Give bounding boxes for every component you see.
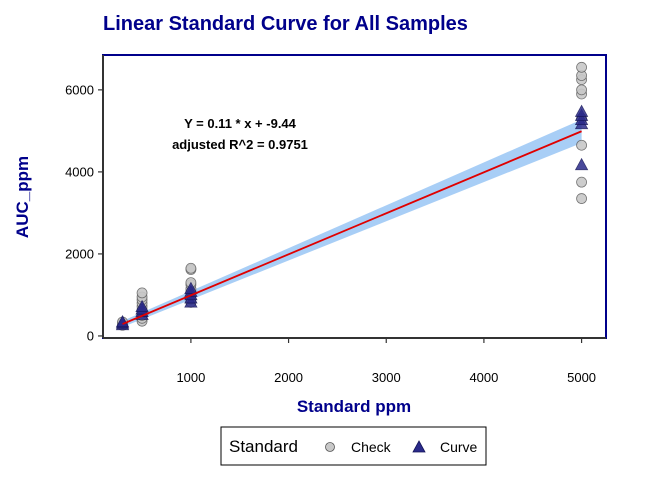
- check-point: [576, 176, 587, 188]
- y-tick-label: 2000: [65, 246, 94, 261]
- data-points: [115, 61, 589, 331]
- legend: Standard Check Curve: [220, 426, 487, 466]
- plot-panel: [102, 54, 607, 339]
- curve-point: [574, 104, 589, 117]
- check-point: [576, 84, 587, 96]
- curve-point: [184, 281, 198, 295]
- r2-annotation: adjusted R^2 = 0.9751: [172, 137, 308, 152]
- x-tick-label: 4000: [469, 370, 498, 385]
- legend-check-marker: [325, 442, 335, 452]
- x-tick-label: 3000: [372, 370, 401, 385]
- x-tick-label: 2000: [274, 370, 303, 385]
- legend-curve-label: Curve: [440, 439, 478, 455]
- curve-point: [135, 299, 149, 313]
- legend-curve-marker: [412, 440, 426, 453]
- fit-line-path: [122, 130, 582, 325]
- legend-box: [220, 426, 487, 466]
- chart-title: Linear Standard Curve for All Samples: [103, 13, 468, 35]
- x-axis-ticks: 1000 2000 3000 4000 5000: [176, 338, 596, 385]
- check-point: [136, 287, 148, 299]
- check-point: [576, 61, 587, 73]
- y-axis-ticks: 0 2000 4000 6000: [65, 82, 103, 343]
- check-point: [185, 262, 197, 274]
- y-tick-label: 6000: [65, 82, 94, 97]
- check-point: [576, 139, 587, 151]
- fit-line: [122, 130, 582, 325]
- equation-annotation: Y = 0.11 * x + -9.44: [184, 116, 297, 131]
- curve-point: [115, 314, 130, 328]
- x-tick-label: 5000: [567, 370, 596, 385]
- y-tick-label: 4000: [65, 164, 94, 179]
- x-tick-label: 1000: [176, 370, 205, 385]
- y-axis-title: AUC_ppm: [13, 156, 32, 238]
- x-axis-title: Standard ppm: [297, 397, 411, 416]
- legend-check-label: Check: [351, 439, 392, 455]
- y-tick-label: 0: [87, 328, 94, 343]
- curve-point: [574, 157, 589, 171]
- legend-title: Standard: [229, 437, 298, 456]
- check-point: [576, 193, 587, 204]
